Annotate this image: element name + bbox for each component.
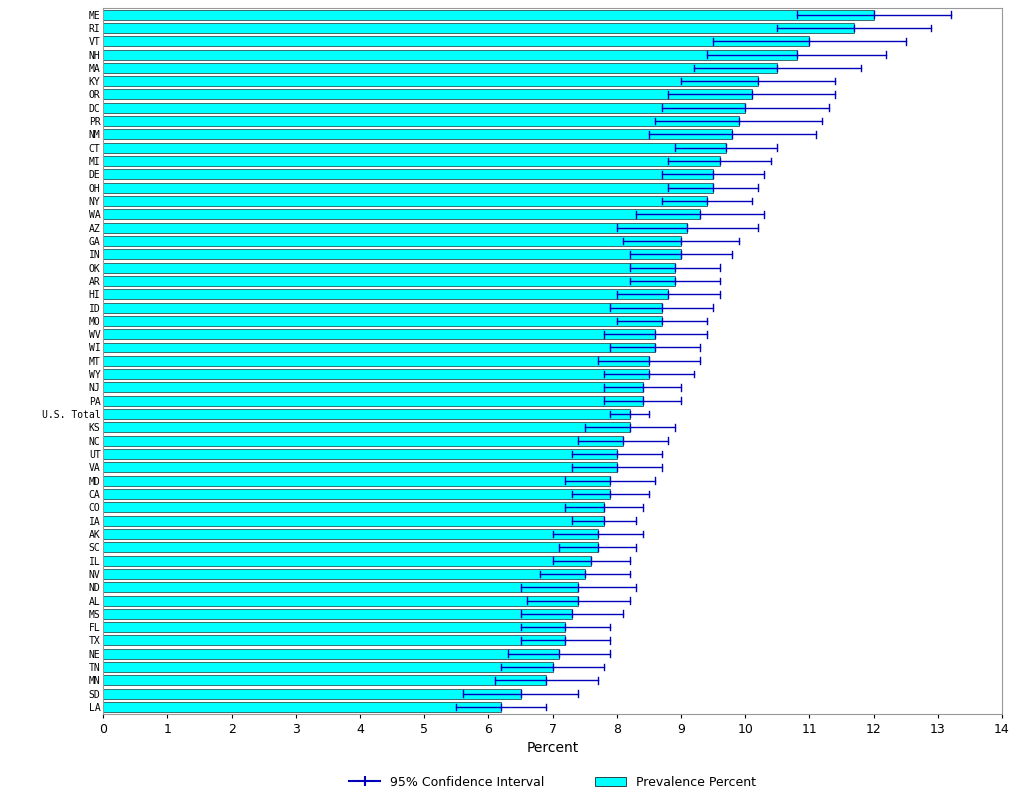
Bar <box>103 409 630 419</box>
Bar <box>103 156 720 166</box>
Bar <box>103 435 623 446</box>
Bar <box>103 689 521 699</box>
Bar <box>103 702 501 712</box>
Bar <box>103 103 745 113</box>
Bar <box>103 49 796 59</box>
Bar <box>103 556 591 565</box>
Bar <box>103 182 713 193</box>
Bar <box>103 116 739 126</box>
Bar <box>103 462 617 473</box>
Bar <box>103 596 578 606</box>
Bar <box>103 143 726 153</box>
Bar <box>103 36 810 46</box>
Bar <box>103 90 752 99</box>
Bar <box>103 662 553 672</box>
Bar <box>103 369 649 379</box>
Bar <box>103 382 643 393</box>
Bar <box>103 623 565 632</box>
Bar <box>103 423 630 432</box>
Bar <box>103 249 681 259</box>
Bar <box>103 529 597 539</box>
Bar <box>103 676 546 685</box>
Bar <box>103 582 578 592</box>
Bar <box>103 489 611 499</box>
Bar <box>103 289 668 299</box>
Bar <box>103 476 611 485</box>
Bar <box>103 170 713 179</box>
Bar <box>103 276 675 286</box>
X-axis label: Percent: Percent <box>527 741 578 755</box>
Bar <box>103 569 585 579</box>
Bar <box>103 396 643 406</box>
Bar <box>103 209 700 220</box>
Bar <box>103 515 604 526</box>
Bar <box>103 542 597 552</box>
Bar <box>103 449 617 459</box>
Bar <box>103 10 874 20</box>
Bar <box>103 635 565 646</box>
Bar <box>103 63 778 73</box>
Bar <box>103 343 655 353</box>
Bar <box>103 23 854 33</box>
Bar <box>103 329 655 339</box>
Bar <box>103 316 662 326</box>
Bar <box>103 76 758 86</box>
Bar <box>103 262 675 273</box>
Legend: 95% Confidence Interval, Prevalence Percent: 95% Confidence Interval, Prevalence Perc… <box>349 776 756 788</box>
Bar <box>103 303 662 312</box>
Bar <box>103 609 572 619</box>
Bar <box>103 196 707 206</box>
Bar <box>103 223 688 232</box>
Bar <box>103 129 732 140</box>
Bar <box>103 502 604 512</box>
Bar <box>103 236 681 246</box>
Bar <box>103 356 649 366</box>
Bar <box>103 649 559 659</box>
